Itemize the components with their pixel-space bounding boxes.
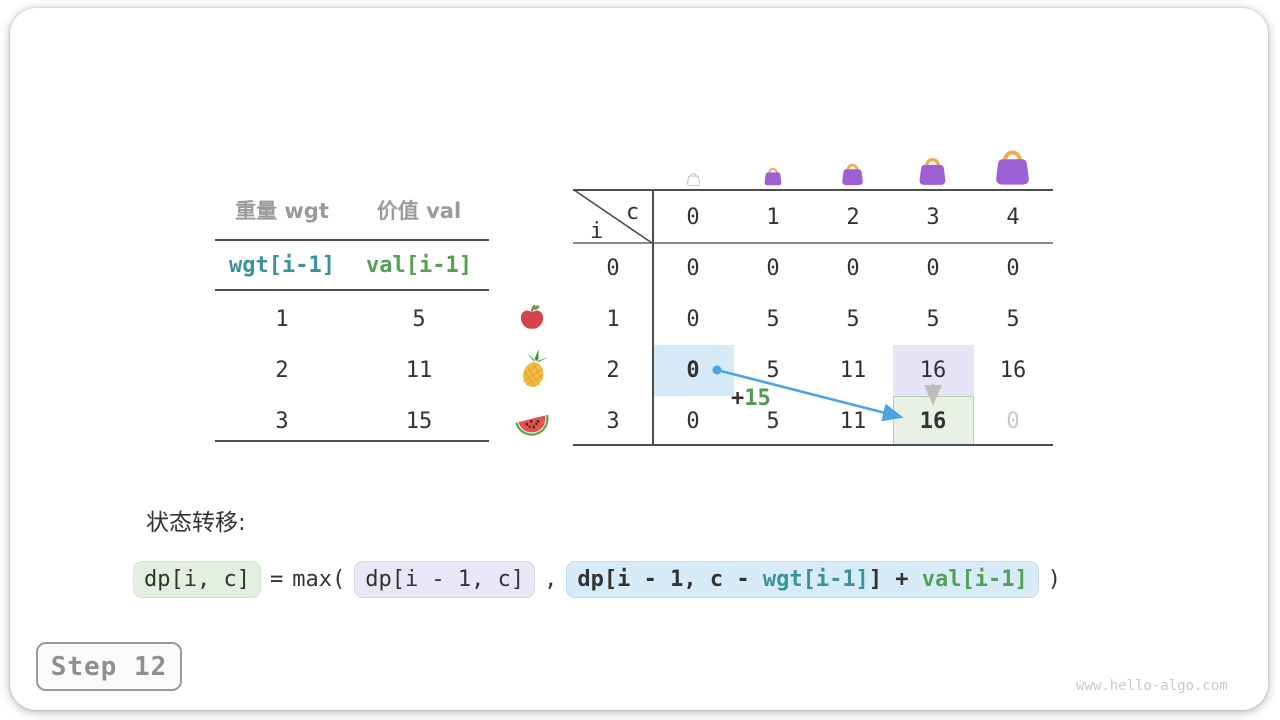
dp-cell-r1c3: 5 (926, 307, 940, 332)
dp-cell-r1c0: 0 (686, 307, 700, 332)
dp-col-header: 4 (1006, 205, 1020, 230)
dp-cell-r2c4: 16 (999, 358, 1027, 383)
dp-cell-r0c1: 0 (766, 256, 780, 281)
dp-corner-diagonal (573, 189, 653, 244)
formula-arg2-wgt: wgt[i-1] (762, 567, 869, 592)
dp-col-header: 2 (846, 205, 860, 230)
dp-col-header: 1 (766, 205, 780, 230)
dp-rule-bottom (573, 444, 1053, 446)
dp-cell-r0c4: 0 (1006, 256, 1020, 281)
watermelon-icon (515, 414, 549, 436)
bag-outline-icon (687, 173, 700, 186)
dp-cell-r3c4-pending: 0 (1006, 409, 1020, 434)
formula-arg2-p1: dp[i - 1, c - (577, 567, 763, 592)
dp-cell-r2c0-source: 0 (686, 358, 700, 383)
item-val-3: 15 (405, 409, 433, 434)
dp-row-header: 1 (606, 307, 620, 332)
item-wgt-3: 3 (275, 409, 289, 434)
dp-cell-r2c1: 5 (766, 358, 780, 383)
dp-row-header: 3 (606, 409, 620, 434)
formula-lhs-chip: dp[i, c] (133, 561, 261, 598)
pineapple-icon (522, 349, 548, 388)
item-table-rule-bottom (215, 440, 489, 442)
item-table-header-weight: 重量 wgt (235, 199, 329, 223)
handbag-icon (842, 163, 863, 186)
dp-cell-r0c3: 0 (926, 256, 940, 281)
dp-rule-header (573, 242, 1053, 244)
dp-cell-r2c2: 11 (839, 358, 867, 383)
handbag-icon (764, 167, 782, 186)
item-table-subheader-value: val[i-1] (366, 253, 472, 278)
formula-close-paren: ) (1047, 567, 1062, 592)
dp-row-header: 0 (606, 256, 620, 281)
dp-cell-r3c0: 0 (686, 409, 700, 434)
formula-arg2-p2: ] + (868, 567, 922, 592)
dp-cell-r1c2: 5 (846, 307, 860, 332)
item-val-2: 11 (405, 358, 433, 383)
item-table-rule-top (215, 239, 489, 241)
step-badge: Step 12 (36, 642, 182, 691)
transition-formula: dp[i, c] = max( dp[i - 1, c] , dp[i - 1,… (133, 561, 1061, 598)
dp-cell-r1c4: 5 (1006, 307, 1020, 332)
item-table-header-value: 价值 val (376, 199, 462, 223)
apple-icon (520, 304, 544, 329)
formula-equals: = (269, 567, 284, 592)
formula-max-open: max( (292, 567, 346, 592)
item-wgt-1: 1 (275, 307, 289, 332)
dp-cell-r3c3-target: 16 (919, 409, 947, 434)
dp-corner-col-var: c (626, 200, 640, 225)
plus-operator: + (731, 386, 745, 411)
dp-cell-r3c2: 11 (839, 409, 867, 434)
item-wgt-2: 2 (275, 358, 289, 383)
item-table-rule-mid (215, 289, 489, 291)
dp-rule-vertical (652, 189, 654, 446)
handbag-icon (996, 150, 1029, 185)
item-table-subheader-weight: wgt[i-1] (229, 253, 335, 278)
formula-comma: , (544, 567, 558, 592)
item-val-1: 5 (412, 307, 426, 332)
dp-col-header: 0 (686, 205, 700, 230)
dp-rule-top (573, 189, 1053, 191)
formula-arg2-chip: dp[i - 1, c - wgt[i-1]] + val[i-1] (566, 561, 1039, 598)
step-badge-label: Step 12 (50, 651, 168, 682)
dp-row-header: 2 (606, 358, 620, 383)
watermark-url: www.hello-algo.com (1076, 678, 1228, 694)
value-add-annotation: +15 (731, 388, 771, 410)
dp-corner-row-var: i (590, 219, 604, 244)
dp-cell-r1c1: 5 (766, 307, 780, 332)
formula-arg1-chip: dp[i - 1, c] (354, 561, 536, 598)
dp-cell-r3c1: 5 (766, 409, 780, 434)
dp-cell-r2c3-compare: 16 (919, 358, 947, 383)
dp-col-header: 3 (926, 205, 940, 230)
transition-label: 状态转移: (146, 510, 246, 536)
formula-arg2-val: val[i-1] (921, 567, 1028, 592)
dp-cell-r0c2: 0 (846, 256, 860, 281)
plus-value: 15 (744, 386, 771, 411)
handbag-icon (919, 157, 946, 185)
dp-cell-r0c0: 0 (686, 256, 700, 281)
